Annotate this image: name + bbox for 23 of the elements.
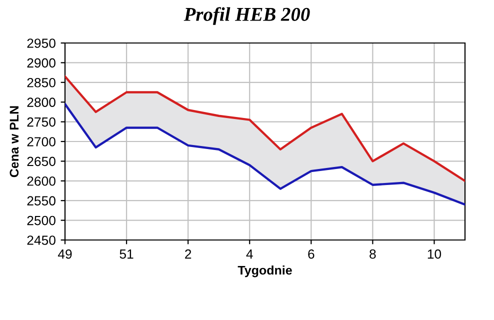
- x-axis-title: Tygodnie: [238, 265, 292, 278]
- chart-title: Profil HEB 200: [184, 7, 310, 25]
- y-tick-label: 2650: [27, 156, 56, 166]
- x-tick-label: 6: [308, 249, 314, 259]
- x-tick-label: 49: [58, 249, 72, 259]
- y-axis-title: Cena w PLN: [10, 106, 19, 178]
- y-tick-label: 2800: [27, 98, 56, 108]
- x-tick-label: 10: [428, 249, 442, 259]
- x-tick-label: 4: [246, 250, 253, 259]
- y-tick-label: 2900: [27, 58, 56, 68]
- x-tick-label: 8: [370, 249, 376, 259]
- x-tick-label: 2: [185, 249, 192, 259]
- y-tick-label: 2700: [27, 137, 56, 146]
- y-tick-label: 2500: [27, 216, 56, 226]
- y-tick-label: 2750: [27, 117, 56, 127]
- y-tick-label: 2950: [27, 38, 56, 48]
- y-tick-label: 2450: [27, 236, 56, 245]
- x-tick-label: 51: [120, 250, 134, 259]
- y-tick-label: 2600: [27, 176, 56, 186]
- y-tick-label: 2550: [27, 196, 56, 206]
- y-tick-label: 2850: [27, 78, 56, 88]
- line-series: [65, 75, 465, 182]
- line-series: [65, 102, 465, 206]
